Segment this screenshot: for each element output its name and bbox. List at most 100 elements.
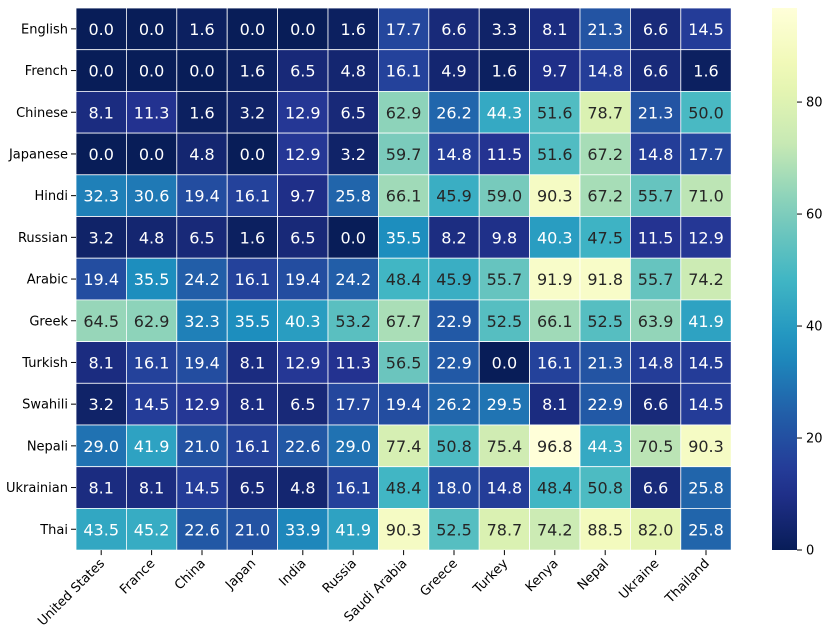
cell-value: 8.1 xyxy=(240,353,265,372)
row-label: French xyxy=(25,64,68,79)
cell-value: 3.2 xyxy=(88,395,113,414)
heatmap-cell xyxy=(529,132,581,176)
heatmap-cell xyxy=(680,91,732,134)
cell-value: 4.8 xyxy=(139,228,164,247)
heatmap-cell xyxy=(277,299,329,342)
heatmap-cell xyxy=(327,466,379,509)
cell-value: 24.2 xyxy=(184,270,220,289)
cell-value: 50.0 xyxy=(688,103,724,122)
heatmap-cell xyxy=(75,7,127,51)
heatmap-cell xyxy=(226,466,278,509)
cell-value: 3.3 xyxy=(492,20,517,39)
cell-value: 12.9 xyxy=(285,103,321,122)
heatmap-cell xyxy=(176,216,228,259)
heatmap-cell xyxy=(377,132,430,176)
cell-value: 50.8 xyxy=(436,437,472,456)
cell-value: 66.1 xyxy=(537,312,573,331)
cell-value: 96.8 xyxy=(537,437,573,456)
heatmap-cell xyxy=(478,466,531,509)
heatmap-cell xyxy=(478,49,531,92)
cell-value: 16.1 xyxy=(235,187,271,206)
cell-value: 19.4 xyxy=(184,353,220,372)
cell-value: 6.6 xyxy=(643,395,668,414)
cell-value: 6.6 xyxy=(643,20,668,39)
cell-value: 90.3 xyxy=(537,187,573,206)
cell-value: 62.9 xyxy=(386,103,422,122)
row-label: Chinese xyxy=(16,106,68,121)
cell-value: 9.8 xyxy=(492,228,517,247)
heatmap-cell xyxy=(630,7,682,51)
heatmap-cell xyxy=(579,91,631,134)
cell-value: 0.0 xyxy=(88,145,113,164)
cell-value: 8.1 xyxy=(240,395,265,414)
cell-value: 6.5 xyxy=(240,479,265,498)
heatmap-cell xyxy=(478,174,531,217)
heatmap-cell xyxy=(579,299,631,342)
heatmap-cell xyxy=(176,7,228,51)
heatmap-cell xyxy=(529,49,581,92)
colorbar-tick-label: 60 xyxy=(806,208,823,223)
heatmap-cell xyxy=(428,7,480,51)
heatmap-cell xyxy=(75,132,127,176)
cell-value: 35.5 xyxy=(386,228,422,247)
heatmap-cell xyxy=(630,216,682,259)
cell-value: 14.5 xyxy=(688,20,724,39)
heatmap-cell xyxy=(75,216,127,259)
cell-value: 35.5 xyxy=(134,270,170,289)
cell-value: 16.1 xyxy=(335,479,371,498)
colorbar xyxy=(772,8,797,550)
cell-value: 67.2 xyxy=(587,145,623,164)
cell-value: 32.3 xyxy=(83,187,119,206)
cell-value: 21.0 xyxy=(184,437,220,456)
cell-value: 19.4 xyxy=(83,270,119,289)
heatmap-cell xyxy=(75,424,127,468)
cell-value: 6.5 xyxy=(189,228,214,247)
cell-value: 9.7 xyxy=(290,187,315,206)
column-label: Nepal xyxy=(575,556,612,593)
cell-value: 29.5 xyxy=(487,395,523,414)
row-label: Arabic xyxy=(27,273,68,288)
heatmap-cell xyxy=(327,341,379,384)
row-label: Ukrainian xyxy=(6,481,68,496)
heatmap-cell xyxy=(75,507,127,551)
cell-value: 1.6 xyxy=(189,20,214,39)
cell-value: 0.0 xyxy=(189,62,214,81)
cell-value: 59.0 xyxy=(487,187,523,206)
heatmap-cell xyxy=(579,382,631,426)
cell-value: 43.5 xyxy=(83,520,119,539)
cell-value: 45.9 xyxy=(436,187,472,206)
cell-value: 48.4 xyxy=(386,479,422,498)
cell-value: 0.0 xyxy=(139,145,164,164)
cell-value: 70.5 xyxy=(638,437,674,456)
heatmap-cell xyxy=(226,49,278,92)
heatmap-cell xyxy=(377,382,430,426)
cell-value: 12.9 xyxy=(285,145,321,164)
row-label: Nepali xyxy=(27,439,68,454)
cell-value: 59.7 xyxy=(386,145,422,164)
heatmap-cell xyxy=(680,49,732,92)
cell-value: 78.7 xyxy=(587,103,623,122)
heatmap-cell xyxy=(327,299,379,342)
cell-value: 22.6 xyxy=(285,437,321,456)
cell-value: 6.6 xyxy=(643,479,668,498)
heatmap-cell xyxy=(428,132,480,176)
heatmap-cell xyxy=(630,507,682,551)
cell-value: 75.4 xyxy=(487,437,523,456)
cell-value: 6.5 xyxy=(340,103,365,122)
cell-value: 25.8 xyxy=(688,520,724,539)
heatmap-cell xyxy=(75,49,127,92)
heatmap-cell xyxy=(428,507,480,551)
column-label: Japan xyxy=(222,556,259,593)
heatmap-cell xyxy=(126,424,178,468)
heatmap-cell xyxy=(428,299,480,342)
heatmap-cell xyxy=(226,132,278,176)
cell-value: 53.2 xyxy=(335,312,371,331)
cell-value: 9.7 xyxy=(542,62,567,81)
heatmap-cell xyxy=(176,341,228,384)
heatmap-cell xyxy=(75,341,127,384)
cell-value: 74.2 xyxy=(688,270,724,289)
cell-value: 63.9 xyxy=(638,312,674,331)
cell-value: 0.0 xyxy=(240,145,265,164)
heatmap-cell xyxy=(579,466,631,509)
heatmap-cell xyxy=(226,299,278,342)
